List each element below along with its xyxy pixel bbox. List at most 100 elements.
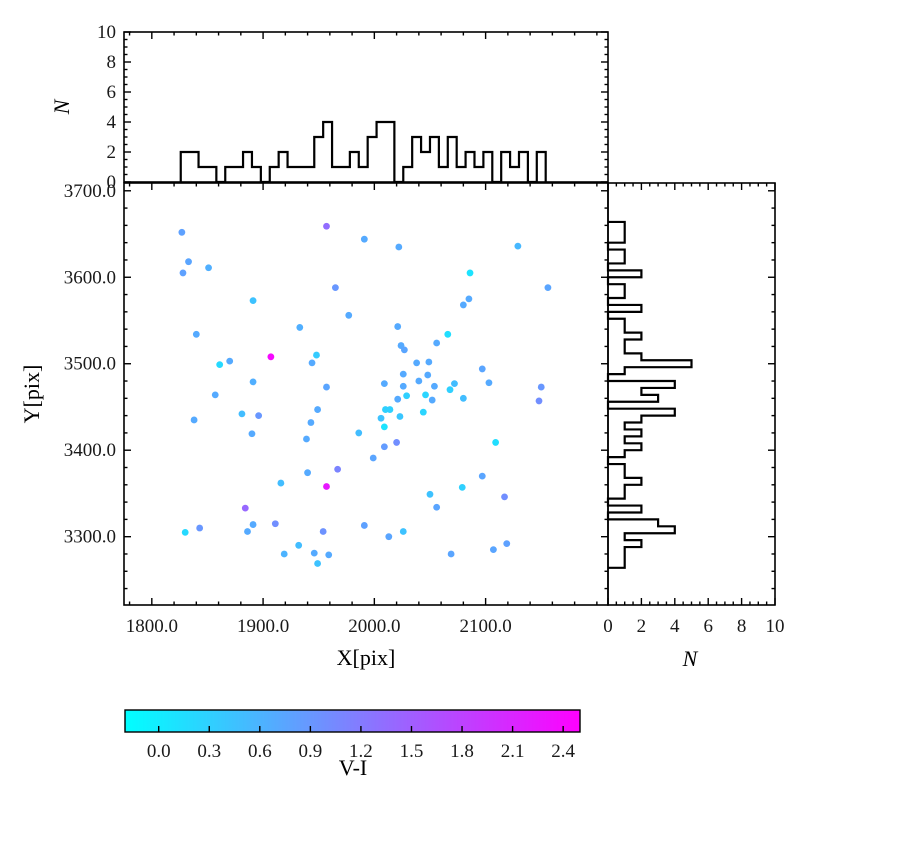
- main-x-tick-label: 1800.0: [126, 616, 178, 637]
- scatter-point: [323, 483, 330, 490]
- main-x-tick-label: 2100.0: [459, 616, 511, 637]
- scatter-point: [196, 524, 204, 532]
- right-histogram-step: [606, 220, 693, 569]
- right-hist-x-axis-label: N: [682, 646, 698, 671]
- scatter-point: [244, 528, 251, 535]
- scatter-point: [310, 549, 318, 557]
- top-hist-y-tick-label: 4: [107, 112, 117, 133]
- scatter-point: [192, 330, 200, 338]
- scatter-point: [501, 493, 508, 501]
- colorbar-tick-label: 0.0: [147, 741, 171, 762]
- scatter-point: [394, 323, 402, 330]
- scatter-point: [399, 528, 407, 535]
- scatter-point: [466, 269, 474, 277]
- scatter-point: [369, 454, 377, 462]
- scatter-point: [400, 346, 408, 354]
- scatter-point: [428, 396, 436, 404]
- top-hist-y-tick-label: 0: [107, 172, 117, 193]
- scatter-point: [544, 284, 552, 292]
- scatter-point: [514, 242, 522, 250]
- right-hist-x-tick-label: 0: [603, 616, 613, 637]
- main-y-tick-label: 3500.0: [64, 354, 116, 375]
- scatter-point: [323, 383, 330, 391]
- scatter-point: [307, 419, 315, 426]
- scatter-point: [424, 371, 432, 379]
- scatter-point: [399, 370, 407, 378]
- scatter-point: [489, 546, 497, 554]
- main-x-axis-label: X[pix]: [336, 645, 396, 670]
- scatter-point: [503, 540, 511, 548]
- main-y-tick-label: 3700.0: [64, 181, 116, 202]
- scatter-point: [396, 413, 404, 420]
- scatter-point: [255, 412, 263, 420]
- scatter-point: [377, 414, 385, 422]
- colorbar-tick-label: 0.6: [248, 741, 272, 762]
- scatter-point: [334, 465, 342, 473]
- scatter-point: [211, 391, 219, 399]
- top-hist-y-axis-label: N: [49, 99, 74, 115]
- scatter-point: [446, 386, 454, 394]
- top-hist-y-tick-label: 6: [107, 82, 117, 103]
- right-hist-x-tick-label: 10: [766, 616, 785, 637]
- scatter-point: [249, 521, 257, 528]
- scatter-point: [394, 395, 402, 403]
- scatter-point: [385, 533, 393, 541]
- colorbar-tick-label: 0.3: [197, 741, 221, 762]
- scatter-point: [360, 522, 368, 529]
- scatter-point: [314, 560, 321, 567]
- scatter-point: [458, 483, 466, 491]
- scatter-point: [249, 297, 257, 305]
- scatter-point: [295, 541, 303, 549]
- colorbar-tick-label: 0.9: [298, 741, 322, 762]
- scatter-point: [360, 235, 368, 243]
- scatter-point: [178, 228, 186, 236]
- scatter-point: [478, 365, 486, 373]
- right-hist-x-tick-label: 6: [703, 616, 713, 637]
- colorbar-label: V-I: [338, 755, 368, 780]
- scatter-point: [205, 264, 212, 272]
- scatter-point: [248, 430, 256, 438]
- scatter-point: [355, 429, 363, 437]
- scatter-point: [314, 406, 321, 413]
- scatter-point: [319, 528, 327, 535]
- scatter-point: [241, 504, 249, 512]
- scatter-point: [181, 528, 189, 536]
- scatter-point: [380, 380, 388, 388]
- scatter-point: [399, 382, 407, 390]
- scatter-point: [393, 439, 400, 446]
- scatter-point: [426, 490, 434, 498]
- colorbar-tick-label: 1.8: [450, 741, 474, 762]
- main-x-tick-label: 1900.0: [237, 616, 289, 637]
- scatter-point: [459, 301, 467, 309]
- scatter-point: [425, 358, 433, 366]
- right-hist-x-tick-label: 2: [637, 616, 647, 637]
- colorbar-tick-label: 1.5: [400, 741, 424, 762]
- scatter-point: [190, 416, 198, 424]
- scatter-point: [485, 379, 493, 387]
- scatter-point: [415, 377, 423, 385]
- top-histogram-step: [179, 120, 547, 184]
- scatter-point: [271, 520, 279, 528]
- scatter-point: [325, 551, 333, 559]
- scatter-point: [226, 357, 234, 365]
- colorbar-tick-label: 1.2: [349, 741, 373, 762]
- right-hist-x-tick-label: 4: [670, 616, 680, 637]
- scatter-point: [444, 330, 452, 338]
- top-hist-y-tick-label: 10: [97, 22, 116, 43]
- scatter-point: [380, 443, 388, 451]
- scatter-point: [451, 380, 458, 388]
- scatter-point: [537, 383, 545, 391]
- main-x-tick-label: 2000.0: [348, 616, 400, 637]
- scatter-point: [345, 311, 353, 319]
- scatter-point: [313, 351, 320, 359]
- scatter-point: [459, 394, 467, 402]
- scatter-point: [303, 435, 310, 443]
- scatter-point: [478, 472, 486, 480]
- scatter-point: [403, 392, 411, 400]
- colorbar-gradient: [124, 709, 581, 733]
- scatter-point: [535, 397, 543, 405]
- scatter-point: [419, 408, 427, 416]
